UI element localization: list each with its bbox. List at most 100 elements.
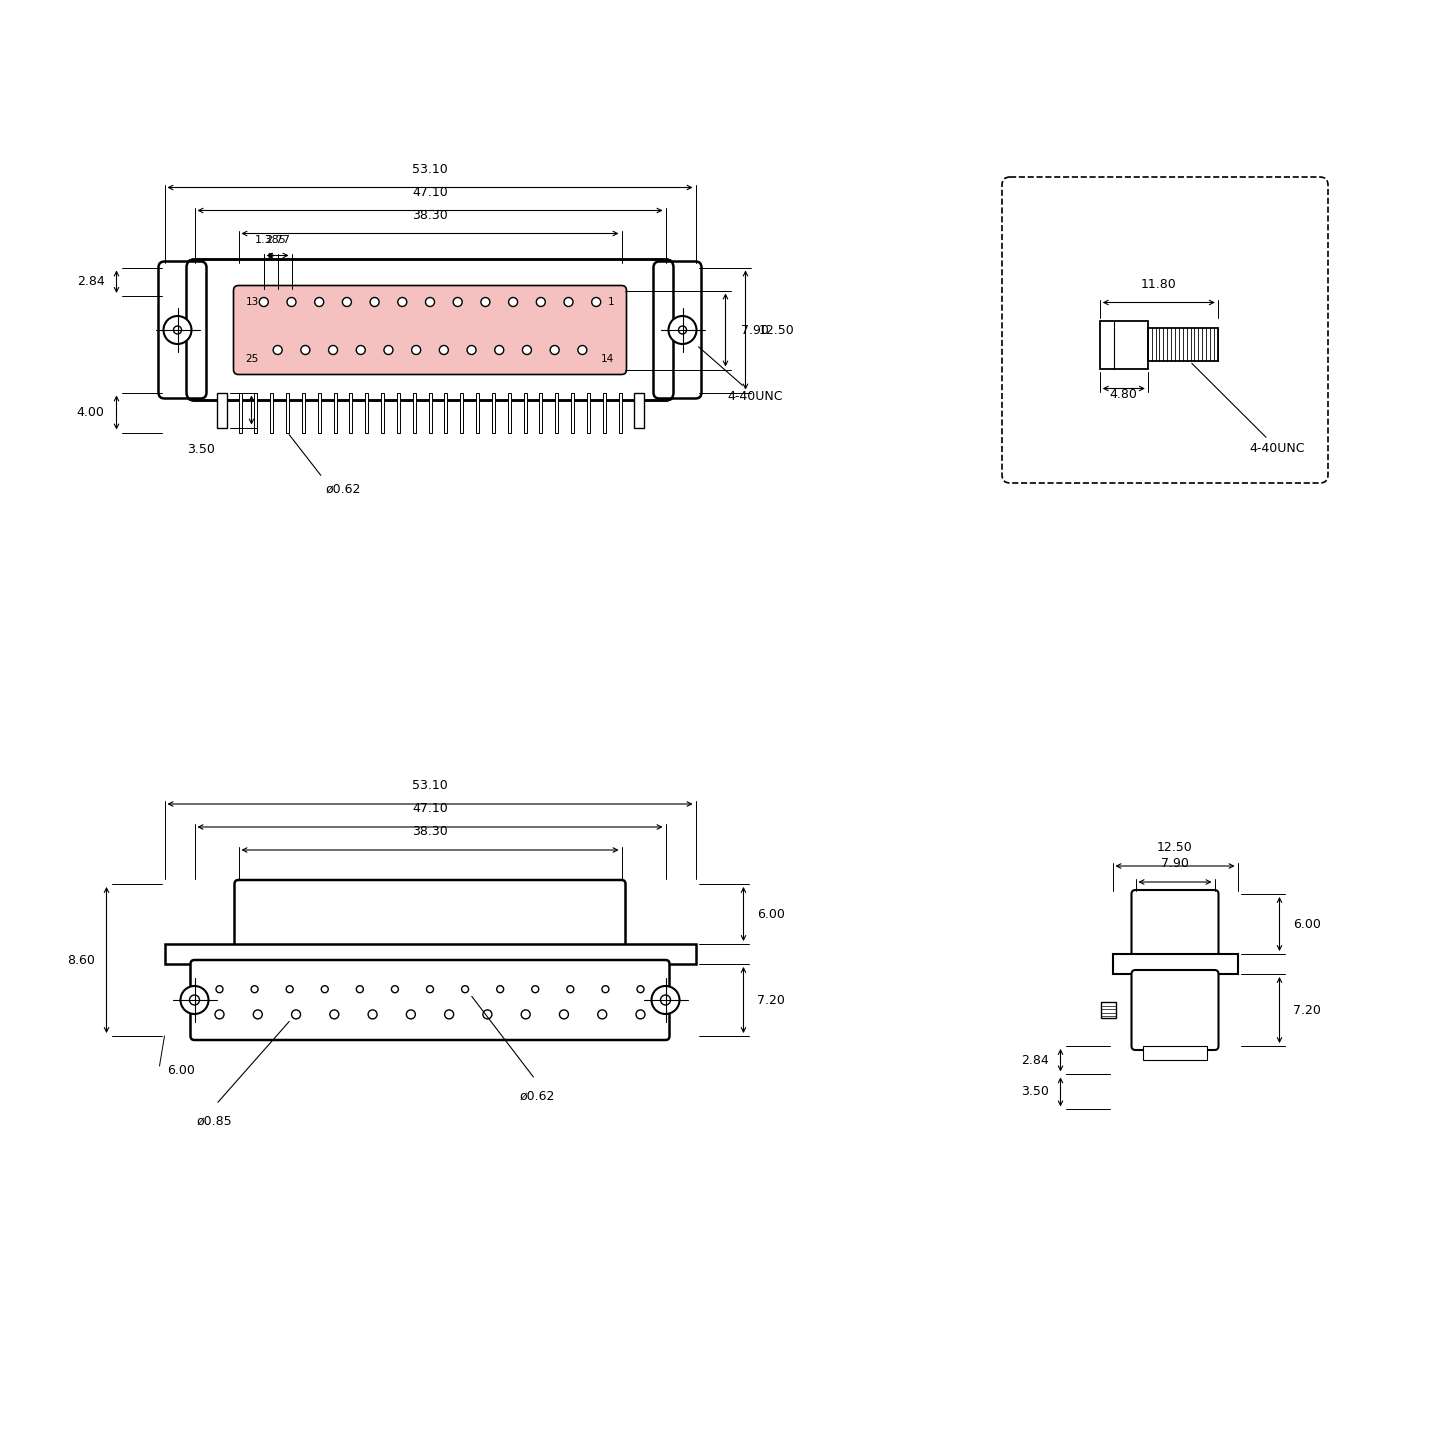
FancyBboxPatch shape [190, 960, 670, 1040]
Text: 7.90: 7.90 [740, 324, 769, 337]
Bar [350, 393, 353, 432]
FancyBboxPatch shape [187, 259, 674, 400]
Text: 2.84: 2.84 [76, 275, 105, 288]
Circle shape [636, 1009, 645, 1020]
Circle shape [287, 986, 294, 992]
Circle shape [661, 995, 671, 1005]
Text: 7.20: 7.20 [1293, 1004, 1322, 1017]
Bar [603, 393, 606, 432]
Text: 4-40UNC: 4-40UNC [698, 347, 783, 403]
Circle shape [392, 986, 399, 992]
FancyBboxPatch shape [1132, 971, 1218, 1050]
Circle shape [384, 346, 393, 354]
Circle shape [397, 298, 408, 307]
Text: 6.00: 6.00 [1293, 917, 1322, 930]
Circle shape [454, 298, 462, 307]
FancyBboxPatch shape [654, 262, 701, 399]
Circle shape [462, 986, 468, 992]
Bar [216, 393, 226, 428]
Circle shape [577, 346, 588, 354]
Text: 4-40UNC: 4-40UNC [1192, 363, 1305, 455]
Circle shape [328, 346, 337, 354]
Bar [334, 393, 337, 432]
Text: 8.60: 8.60 [66, 953, 95, 966]
Circle shape [495, 346, 504, 354]
Circle shape [173, 325, 181, 334]
Circle shape [564, 298, 573, 307]
Bar [477, 393, 480, 432]
Bar [413, 393, 416, 432]
Text: 4.80: 4.80 [1110, 387, 1138, 400]
Bar [429, 393, 432, 432]
Circle shape [321, 986, 328, 992]
Circle shape [356, 346, 366, 354]
Circle shape [369, 1009, 377, 1020]
Circle shape [412, 346, 420, 354]
Bar [1148, 328, 1218, 361]
Text: 13: 13 [245, 297, 259, 307]
Circle shape [651, 986, 680, 1014]
FancyBboxPatch shape [158, 262, 206, 399]
Circle shape [439, 346, 448, 354]
Bar [445, 393, 448, 432]
Circle shape [164, 315, 192, 344]
Text: 2.77: 2.77 [265, 235, 289, 245]
Text: 11.80: 11.80 [1140, 278, 1176, 291]
Circle shape [253, 1009, 262, 1020]
Text: 3.50: 3.50 [1021, 1086, 1048, 1099]
Text: 53.10: 53.10 [412, 163, 448, 176]
Bar [239, 393, 242, 432]
Circle shape [216, 986, 223, 992]
Text: 6.00: 6.00 [167, 1064, 196, 1077]
Circle shape [602, 986, 609, 992]
FancyBboxPatch shape [1002, 177, 1328, 482]
Circle shape [301, 346, 310, 354]
Bar [287, 393, 289, 432]
Circle shape [356, 986, 363, 992]
Bar [492, 393, 495, 432]
Circle shape [190, 995, 200, 1005]
Circle shape [445, 1009, 454, 1020]
FancyBboxPatch shape [1132, 890, 1218, 958]
Circle shape [668, 315, 697, 344]
Circle shape [497, 986, 504, 992]
Text: 6.00: 6.00 [757, 907, 785, 920]
Text: 47.10: 47.10 [412, 186, 448, 199]
Circle shape [315, 298, 324, 307]
Text: 7.90: 7.90 [1161, 857, 1189, 870]
Circle shape [678, 325, 687, 334]
Circle shape [426, 986, 433, 992]
Text: 38.30: 38.30 [412, 825, 448, 838]
Circle shape [251, 986, 258, 992]
Bar [588, 393, 590, 432]
FancyBboxPatch shape [235, 880, 625, 948]
Text: 1.385: 1.385 [255, 235, 287, 245]
Bar [634, 393, 644, 428]
Bar [318, 393, 321, 432]
Circle shape [592, 298, 600, 307]
Bar [658, 269, 670, 390]
Circle shape [370, 298, 379, 307]
Circle shape [425, 298, 435, 307]
Text: 1: 1 [608, 297, 615, 307]
Circle shape [343, 298, 351, 307]
Text: 12.50: 12.50 [1158, 841, 1192, 854]
Circle shape [567, 986, 573, 992]
Circle shape [550, 346, 559, 354]
Text: 4.00: 4.00 [76, 406, 105, 419]
Text: ø0.85: ø0.85 [196, 1115, 232, 1128]
Bar [397, 393, 400, 432]
Circle shape [180, 986, 209, 1014]
Bar [1100, 1002, 1116, 1018]
Bar [524, 393, 527, 432]
Text: ø0.62: ø0.62 [325, 482, 361, 495]
Text: 3.50: 3.50 [187, 442, 216, 455]
Text: 2.84: 2.84 [1021, 1054, 1048, 1067]
Bar [164, 945, 696, 963]
Circle shape [521, 1009, 530, 1020]
Bar [193, 269, 204, 390]
Bar [540, 393, 543, 432]
Bar [302, 393, 305, 432]
Circle shape [523, 346, 531, 354]
Circle shape [482, 1009, 492, 1020]
